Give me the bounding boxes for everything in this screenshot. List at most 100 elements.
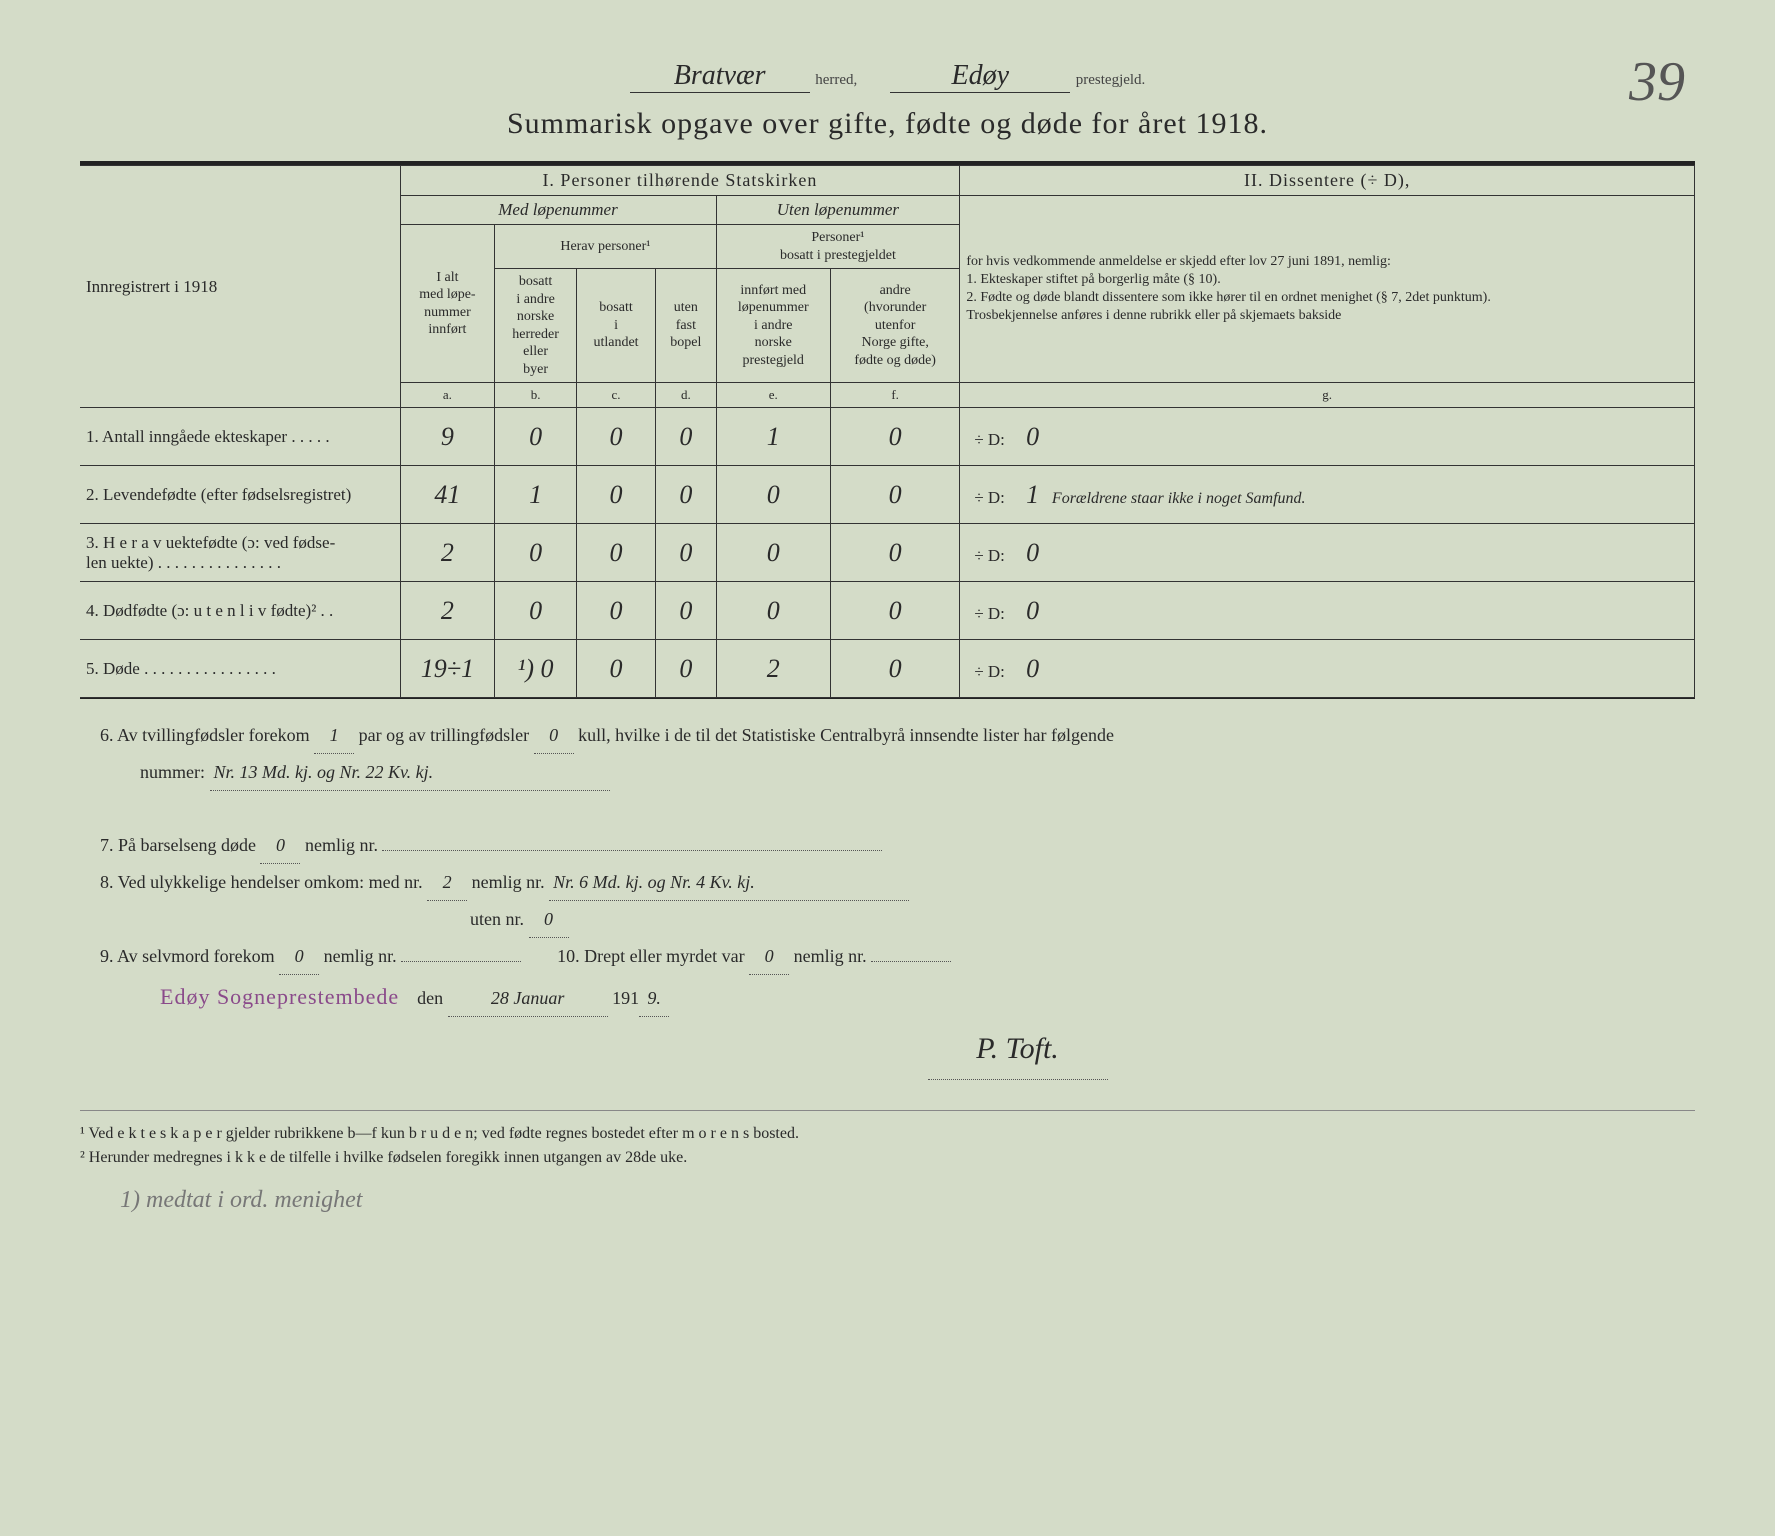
cell-a: 2 [400,582,495,640]
prestegjeld-label: prestegjeld. [1076,72,1146,88]
l7: 0 [260,827,300,864]
page-title: Summarisk opgave over gifte, fødte og dø… [80,107,1695,141]
cell-f: 0 [830,466,959,524]
signature: P. Toft. [928,1019,1108,1080]
cell-f: 0 [830,582,959,640]
l8c: 0 [529,901,569,938]
letter-a: a. [400,383,495,408]
col-d: uten fast bopel [656,269,716,383]
stamp: Edøy Sogneprestembede [160,984,399,1009]
cell-d: 0 [656,408,716,466]
cell-b: ¹) 0 [495,640,577,698]
col-e: innført med løpenummer i andre norske pr… [716,269,830,383]
l9: 0 [279,938,319,975]
col-a: I alt med løpe- nummer innført [400,225,495,383]
cell-g: ÷ D: 0 [960,582,1695,640]
col-f: andre (hvorunder utenfor Norge gifte, fø… [830,269,959,383]
section2-head: II. Dissentere (÷ D), [960,166,1695,196]
year-field: 9. [639,980,669,1017]
med-lope: Med løpenummer [400,196,716,225]
g-note: Forældrene staar ikke i noget Samfund. [1052,490,1306,507]
cell-c: 0 [576,408,655,466]
l8-vals: Nr. 6 Md. kj. og Nr. 4 Kv. kj. [549,864,909,901]
cell-f: 0 [830,524,959,582]
row-label: 2. Levendefødte (efter fødselsregistret) [80,466,400,524]
g-value: 1 [1026,480,1039,509]
cell-f: 0 [830,408,959,466]
line9a: 9. Av selvmord forekom [100,946,275,966]
cell-a: 2 [400,524,495,582]
herred-label: herred, [815,72,857,88]
cell-f: 0 [830,640,959,698]
letter-f: f. [830,383,959,408]
letter-g: g. [960,383,1695,408]
table-row: 1. Antall inngåede ekteskaper . . . . . … [80,408,1695,466]
col-innregistrert: Innregistrert i 1918 [80,166,400,408]
cell-b: 1 [495,466,577,524]
dissenter-text: for hvis vedkommende anmeldelse er skjed… [966,254,1491,324]
rule-thin [80,698,1695,699]
col-c: bosatt i utlandet [576,269,655,383]
g-prefix: ÷ D: [974,488,1005,507]
cell-a: 9 [400,408,495,466]
g-prefix: ÷ D: [974,662,1005,681]
cell-c: 0 [576,466,655,524]
cell-d: 0 [656,582,716,640]
cell-e: 2 [716,640,830,698]
l9-blank [401,961,521,962]
line6c: kull, hvilke i de til det Statistiske Ce… [578,725,1114,745]
line8c: uten nr. [470,909,524,929]
cell-e: 0 [716,466,830,524]
cell-d: 0 [656,640,716,698]
cell-b: 0 [495,408,577,466]
g-prefix: ÷ D: [974,604,1005,623]
line6a: 6. Av tvillingfødsler forekom [100,725,310,745]
line7b: nemlig nr. [305,835,378,855]
letter-b: b. [495,383,577,408]
page-number: 39 [1629,50,1685,114]
document-page: 39 Bratvær herred, Edøy prestegjeld. Sum… [0,0,1775,1536]
herred-field: Bratvær [630,60,810,93]
row-label: 3. H e r a v uektefødte (ɔ: ved fødse- l… [80,524,400,582]
letter-e: e. [716,383,830,408]
g-prefix: ÷ D: [974,546,1005,565]
line8b: nemlig nr. [472,872,545,892]
cell-d: 0 [656,466,716,524]
table-row: 2. Levendefødte (efter fødselsregistret)… [80,466,1695,524]
g-value: 0 [1026,538,1039,567]
table-row: 4. Dødfødte (ɔ: u t e n l i v fødte)² . … [80,582,1695,640]
cell-b: 0 [495,524,577,582]
den-label: den [417,988,443,1008]
row-label: 1. Antall inngåede ekteskaper . . . . . [80,408,400,466]
l10-blank [871,961,951,962]
year-prefix: 191 [612,988,639,1008]
line6-vals: Nr. 13 Md. kj. og Nr. 22 Kv. kj. [210,754,610,791]
pencil-note: 1) medtat i ord. menighet [120,1187,1695,1214]
footnotes: ¹ Ved e k t e s k a p e r gjelder rubrik… [80,1110,1695,1167]
g-prefix: ÷ D: [974,430,1005,449]
col-b: bosatt i andre norske herreder eller bye… [495,269,577,383]
row-label: 4. Dødfødte (ɔ: u t e n l i v fødte)² . … [80,582,400,640]
line6b: par og av trillingfødsler [359,725,529,745]
cell-g: ÷ D: 0 [960,408,1695,466]
g-value: 0 [1026,596,1039,625]
cell-e: 0 [716,524,830,582]
line10a: 10. Drept eller myrdet var [557,946,744,966]
cell-b: 0 [495,582,577,640]
letter-d: d. [656,383,716,408]
cell-c: 0 [576,582,655,640]
line6d: nummer: [140,762,205,782]
header-line: Bratvær herred, Edøy prestegjeld. [80,60,1695,93]
cell-a: 41 [400,466,495,524]
uten-lope: Uten løpenummer [716,196,960,225]
herav: Herav personer¹ [495,225,716,269]
twin-count: 1 [314,717,354,754]
l10: 0 [749,938,789,975]
prestegjeld-field: Edøy [890,60,1070,93]
line8a: 8. Ved ulykkelige hendelser omkom: med n… [100,872,423,892]
below-section: 6. Av tvillingfødsler forekom 1 par og a… [80,717,1695,1080]
line7a: 7. På barselseng døde [100,835,256,855]
table-row: 3. H e r a v uektefødte (ɔ: ved fødse- l… [80,524,1695,582]
section1-head: I. Personer tilhørende Statskirken [400,166,960,196]
cell-a: 19÷1 [400,640,495,698]
